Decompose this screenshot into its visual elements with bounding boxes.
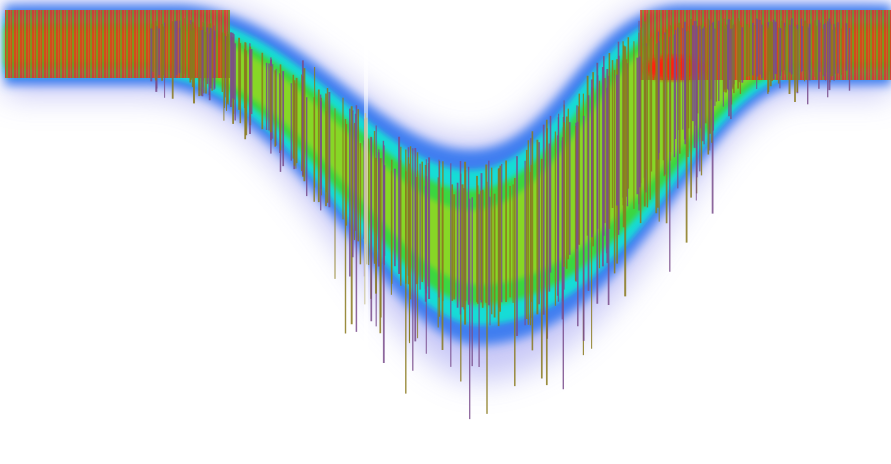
density-plot <box>0 0 891 464</box>
plateau-left <box>5 10 230 78</box>
page: (() => { const g = document.getElementBy… <box>0 0 891 464</box>
seam <box>364 40 368 370</box>
